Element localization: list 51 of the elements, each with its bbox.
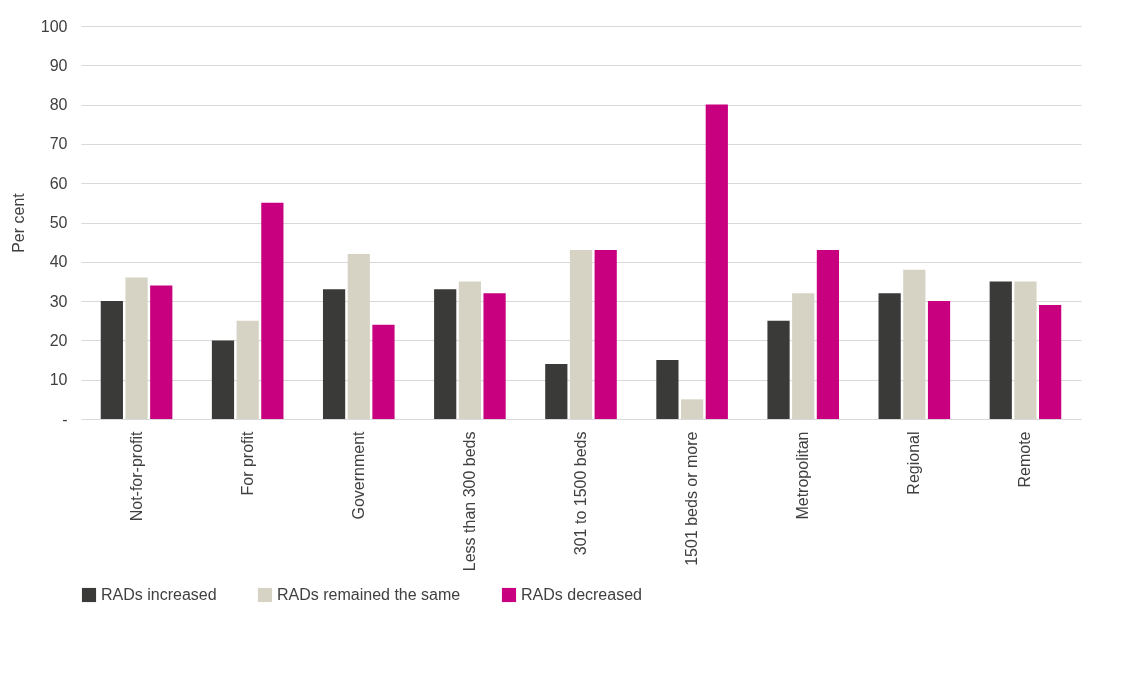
x-tick-label: Not-for-profit — [127, 430, 145, 522]
x-tick-label: 301 to 1500 beds — [572, 431, 589, 556]
y-tick-label: 50 — [49, 214, 68, 231]
bar — [792, 293, 815, 419]
bar — [434, 289, 457, 419]
bar — [150, 285, 173, 419]
x-tick-label: For profit — [238, 430, 256, 496]
y-tick-label: - — [62, 410, 68, 428]
bar — [878, 293, 901, 419]
bar — [322, 289, 346, 419]
legend-label: RADs remained the same — [277, 586, 461, 603]
y-tick-label: 40 — [49, 253, 68, 271]
y-tick-label: 10 — [49, 371, 68, 389]
bar — [125, 277, 148, 419]
x-tick-label: Less than 300 beds — [460, 431, 478, 572]
bar — [903, 269, 926, 419]
x-tick-label: Remote — [1016, 431, 1034, 488]
bar — [767, 320, 790, 419]
y-axis-title: Per cent — [9, 192, 27, 253]
legend-label: RADs decreased — [521, 586, 642, 603]
y-tick-label: 30 — [49, 292, 68, 310]
y-tick-label: 100 — [40, 17, 68, 35]
bar — [927, 301, 951, 419]
x-tick-label: Government — [349, 430, 367, 520]
bar — [483, 293, 506, 419]
bar — [545, 363, 568, 419]
bar — [236, 320, 259, 419]
y-tick-label: 80 — [49, 96, 68, 114]
bar — [100, 301, 123, 419]
x-tick-label: Regional — [905, 431, 923, 495]
legend-label: RADs increased — [101, 586, 217, 603]
bar — [989, 281, 1012, 419]
bar — [1039, 305, 1062, 419]
x-tick-label: Metropolitan — [794, 431, 812, 520]
y-tick-label: 70 — [49, 135, 68, 153]
bar — [816, 250, 840, 419]
bar — [1014, 281, 1037, 419]
bar — [656, 360, 679, 419]
bar — [594, 250, 617, 419]
x-tick-label: 1501 beds or more — [683, 431, 701, 566]
y-tick-label: 90 — [49, 56, 68, 74]
y-tick-label: 20 — [49, 331, 68, 349]
y-tick-label: 60 — [49, 174, 68, 192]
bar — [705, 104, 728, 419]
bar — [458, 281, 481, 419]
bar — [681, 399, 704, 419]
bar — [347, 253, 370, 419]
bar — [569, 250, 593, 419]
bar — [372, 324, 395, 419]
bar — [261, 202, 284, 419]
bar — [211, 340, 235, 419]
